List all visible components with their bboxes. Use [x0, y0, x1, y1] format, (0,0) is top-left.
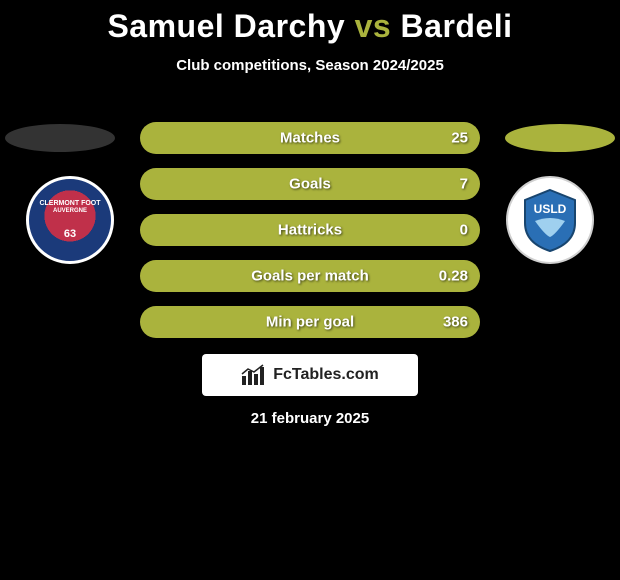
left-team-marker [5, 124, 115, 152]
stat-bar: Goals per match 0.28 [140, 260, 480, 292]
bar-label: Min per goal [266, 314, 354, 331]
player2-name: Bardeli [401, 8, 513, 44]
bar-label: Goals [289, 176, 331, 193]
stat-bar: Hattricks 0 [140, 214, 480, 246]
right-team-marker [505, 124, 615, 152]
bar-value-right: 0 [460, 222, 468, 239]
usld-badge-icon: USLD [515, 185, 585, 255]
stats-bars: Matches 25 Goals 7 Hattricks 0 Goals per match… [140, 122, 480, 352]
comparison-title: Samuel Darchy vs Bardeli [0, 0, 620, 45]
bar-value-right: 25 [451, 130, 468, 147]
player1-name: Samuel Darchy [107, 8, 345, 44]
stat-bar: Goals 7 [140, 168, 480, 200]
subtitle: Club competitions, Season 2024/2025 [0, 57, 620, 74]
svg-text:USLD: USLD [534, 202, 567, 216]
brand-box: FcTables.com [202, 354, 418, 396]
bar-label: Hattricks [278, 222, 342, 239]
date-text: 21 february 2025 [251, 410, 369, 427]
stat-bar: Min per goal 386 [140, 306, 480, 338]
stat-bar: Matches 25 [140, 122, 480, 154]
clermont-foot-badge: CLERMONT FOOT AUVERGNE 63 [26, 176, 114, 264]
vs-text: vs [355, 8, 392, 44]
usld-badge: USLD [506, 176, 594, 264]
badge-left-text: CLERMONT FOOT AUVERGNE 63 [39, 200, 100, 240]
brand-bars-icon [241, 364, 267, 386]
bar-value-right: 7 [460, 176, 468, 193]
brand-text: FcTables.com [273, 366, 379, 384]
bar-value-right: 386 [443, 314, 468, 331]
bar-label: Goals per match [251, 268, 369, 285]
bar-value-right: 0.28 [439, 268, 468, 285]
bar-label: Matches [280, 130, 340, 147]
